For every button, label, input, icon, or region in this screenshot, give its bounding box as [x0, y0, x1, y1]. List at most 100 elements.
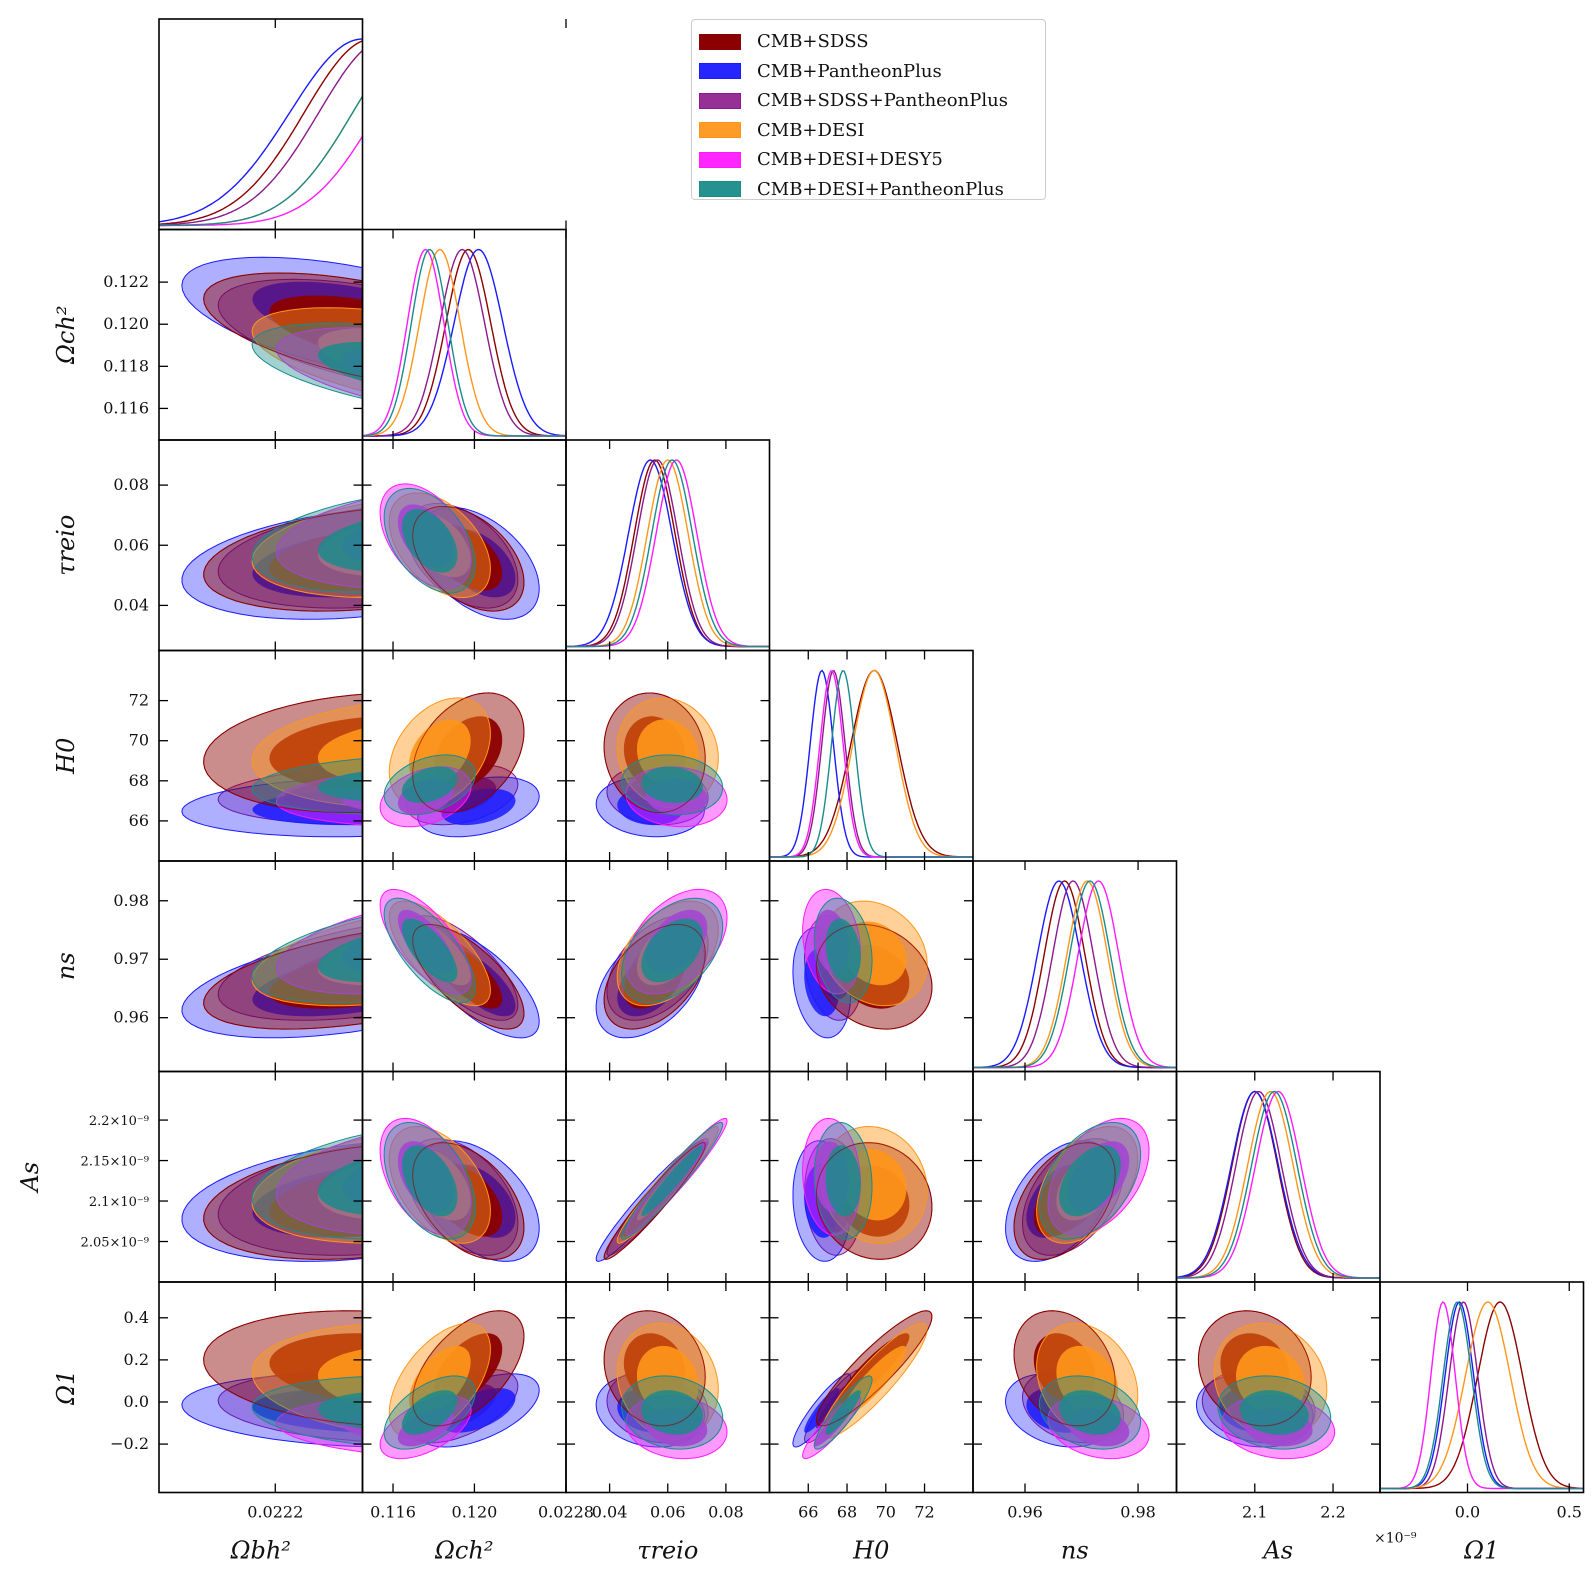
contour-outline: [203, 272, 363, 378]
contour-1sigma: [1059, 1145, 1121, 1217]
contour-1sigma: [401, 1390, 458, 1435]
y-tick-label: 0.2: [124, 1350, 149, 1369]
contour-panel-tau_reio-vs-omega_b: [181, 498, 363, 620]
x-tick-label: 0.96: [1007, 1503, 1043, 1522]
contour-outline: [1013, 1142, 1116, 1260]
marginal-curve: [566, 459, 770, 648]
marginal-curve: [159, 95, 363, 227]
y-tick-label: 2.1×10⁻⁹: [89, 1195, 149, 1210]
contour-1sigma: [401, 918, 458, 983]
x-axis-label-tau_reio: τreio: [637, 1537, 698, 1565]
panel-frame: [361, 228, 567, 441]
y-axis-label-H0: H0: [52, 738, 80, 775]
legend-swatch: [699, 122, 741, 139]
contour-1sigma: [252, 788, 363, 826]
marginal-panel-omega_b: [159, 38, 363, 227]
marginal-curve: [1380, 1301, 1584, 1490]
contour-1sigma: [401, 1145, 458, 1217]
legend-item: CMB+PantheonPlus: [699, 57, 1045, 87]
contour-panel-omega_c-vs-omega_b: [181, 256, 363, 399]
y-axis-label-Omega_1: Ω1: [52, 1370, 80, 1406]
marginal-curve: [1176, 1090, 1380, 1279]
y-tick-label: 68: [129, 771, 149, 790]
contour-2sigma: [251, 503, 363, 598]
contour-1sigma: [317, 771, 363, 802]
contour-1sigma: [825, 1145, 861, 1217]
contour-panel-n_s-vs-H0: [792, 888, 933, 1039]
contour-1sigma: [317, 1392, 363, 1429]
marginal-curve: [566, 459, 770, 648]
marginal-curve: [362, 248, 566, 437]
contour-outline: [603, 1142, 706, 1260]
contour-outline: [603, 692, 706, 813]
legend-label: CMB+DESI: [757, 119, 865, 141]
contour-outline: [412, 1310, 525, 1427]
contour-panel-Omega_1-vs-tau_reio: [595, 1310, 728, 1460]
marginal-panel-A_s: [1176, 1090, 1380, 1279]
y-tick-label: 2.05×10⁻⁹: [81, 1236, 149, 1251]
y-tick-label: 2.2×10⁻⁹: [89, 1114, 149, 1129]
contour-2sigma: [251, 1138, 363, 1244]
marginal-curve: [566, 459, 770, 648]
panel-frame: [565, 439, 771, 652]
contour-panel-Omega_1-vs-n_s: [1004, 1310, 1150, 1460]
legend-swatch: [699, 92, 741, 109]
contour-outline: [203, 693, 363, 814]
contour-panel-n_s-vs-omega_c: [379, 888, 540, 1039]
contour-1sigma: [317, 341, 363, 382]
legend-label: CMB+SDSS+PantheonPlus: [757, 90, 1008, 112]
contour-1sigma: [641, 1390, 703, 1435]
contour-outline: [1013, 1310, 1116, 1427]
y-tick-label: 0.122: [103, 272, 149, 291]
x-axis-label-omega_c: Ωch²: [434, 1537, 493, 1565]
y-tick-label: 72: [129, 691, 149, 710]
x-tick-label: 0.08: [708, 1503, 744, 1522]
y-axis-label-omega_c: Ωch²: [52, 306, 80, 365]
y-tick-label: 0.120: [103, 314, 149, 333]
y-tick-label: 0.96: [113, 1008, 149, 1027]
marginal-curve: [362, 248, 566, 437]
contour-1sigma: [318, 1158, 363, 1215]
legend-swatch: [699, 151, 741, 168]
contour-2sigma: [251, 758, 363, 815]
marginal-curve: [973, 880, 1177, 1069]
legend-swatch: [699, 33, 741, 50]
marginal-curve: [1380, 1301, 1584, 1490]
contour-panel-Omega_1-vs-H0: [792, 1310, 933, 1460]
contour-panel-A_s-vs-omega_c: [379, 1117, 540, 1262]
legend-item: CMB+SDSS+PantheonPlus: [699, 86, 1045, 116]
legend-label: CMB+PantheonPlus: [757, 60, 942, 82]
marginal-curve: [1380, 1301, 1584, 1490]
contour-outline: [603, 924, 706, 1030]
x-tick-label: 72: [914, 1503, 934, 1522]
contour-panel-H0-vs-omega_b: [181, 693, 363, 838]
contour-outline: [203, 1146, 363, 1260]
marginal-curve: [769, 669, 973, 858]
contour-1sigma: [1059, 1390, 1121, 1435]
contour-panel-A_s-vs-tau_reio: [595, 1117, 728, 1262]
x-axis-label-n_s: ns: [1061, 1537, 1089, 1565]
x-tick-label: 0.06: [650, 1503, 686, 1522]
x-tick-label: 0.120: [452, 1503, 498, 1522]
contour-outline: [203, 509, 363, 612]
marginal-curve: [769, 670, 973, 858]
x-tick-label: 0.0228: [538, 1503, 594, 1522]
y-tick-label: 0.04: [113, 595, 149, 614]
y-tick-label: 2.15×10⁻⁹: [81, 1155, 149, 1170]
legend: CMB+SDSS CMB+PantheonPlus CMB+SDSS+Panth…: [691, 19, 1046, 200]
contour-1sigma: [641, 766, 703, 803]
contour-panel-H0-vs-tau_reio: [595, 692, 728, 838]
x-axis-label-H0: H0: [852, 1537, 889, 1565]
x-tick-label: 0.98: [1120, 1503, 1156, 1522]
contour-outline: [1197, 1310, 1312, 1427]
y-tick-label: 0.97: [113, 949, 149, 968]
y-tick-label: 0.06: [113, 535, 149, 554]
marginal-curve: [973, 880, 1177, 1069]
contour-panel-n_s-vs-tau_reio: [595, 888, 728, 1039]
marginal-curve: [1176, 1090, 1380, 1279]
y-tick-label: 0.4: [124, 1308, 149, 1327]
marginal-panel-Omega_1: [1380, 1301, 1584, 1490]
contour-1sigma: [804, 1388, 840, 1433]
contour-1sigma: [401, 766, 458, 803]
